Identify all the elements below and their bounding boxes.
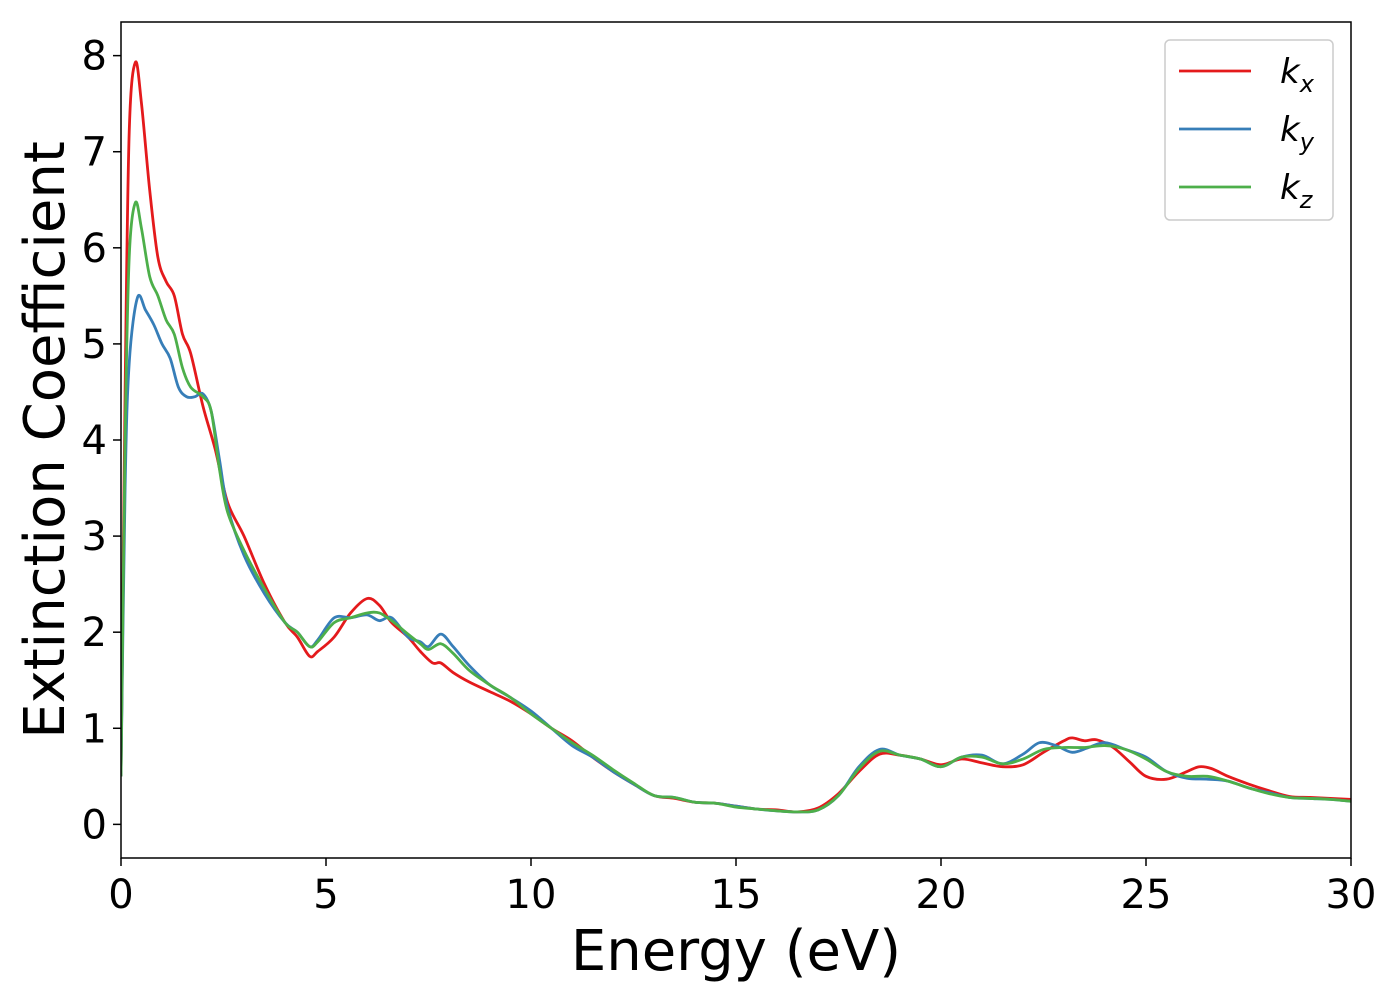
series-line-kz [121,200,1351,814]
y-axis-title: Extinction Coefficient [13,141,78,739]
y-tick-label: 3 [82,514,107,560]
x-tick-label: 5 [313,872,338,918]
y-tick-label: 2 [82,610,107,656]
x-axis-title: Energy (eV) [571,919,901,984]
ticks-layer: 0 5 10 15 20 25 30 0 1 2 3 4 5 6 7 8 [82,34,1377,918]
y-tick-label: 6 [82,226,107,272]
legend-label-ky: ky [1280,110,1315,156]
y-tick-label: 8 [82,34,107,80]
y-tick-label: 7 [82,130,107,176]
y-tick-label: 1 [82,706,107,752]
x-tick-label: 10 [506,872,557,918]
x-tick-label: 15 [711,872,762,918]
x-tick-label: 0 [108,872,133,918]
y-tick-label: 4 [82,418,107,464]
y-tick-label: 0 [82,802,107,848]
series-line-ky [121,293,1351,814]
x-tick-label: 30 [1326,872,1377,918]
x-tick-label: 25 [1121,872,1172,918]
series-layer [121,60,1351,814]
x-tick-label: 20 [916,872,967,918]
y-tick-label: 5 [82,322,107,368]
